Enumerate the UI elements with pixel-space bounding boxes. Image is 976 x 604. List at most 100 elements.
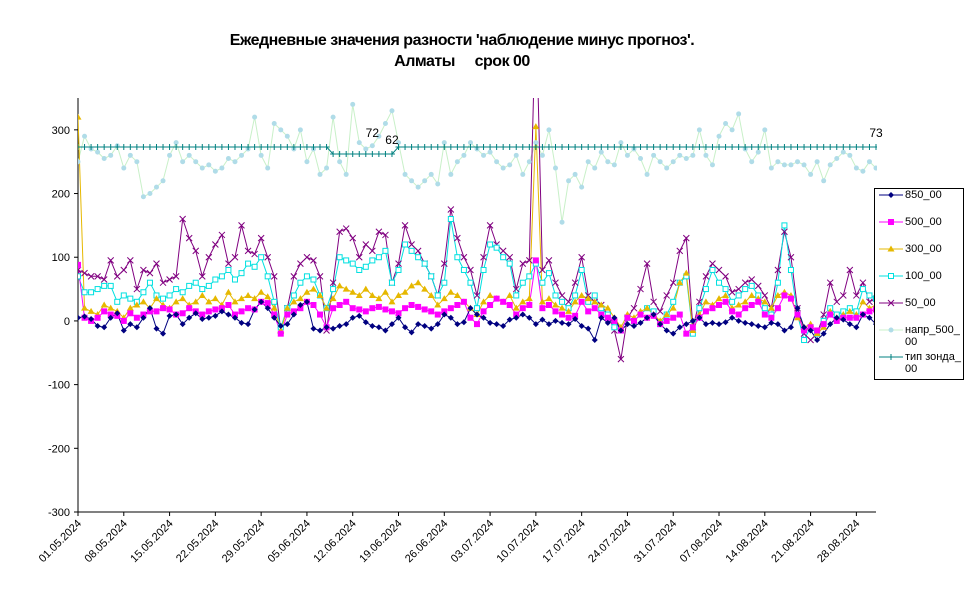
marker xyxy=(284,311,291,318)
marker xyxy=(350,101,356,107)
marker xyxy=(113,272,121,280)
y-tick-label: 300 xyxy=(52,125,70,137)
marker xyxy=(192,247,200,255)
marker xyxy=(507,162,513,168)
marker xyxy=(375,228,383,236)
marker xyxy=(630,144,637,151)
marker xyxy=(888,273,894,279)
marker xyxy=(401,222,409,229)
marker xyxy=(709,260,716,267)
marker xyxy=(487,302,494,308)
marker xyxy=(499,247,507,255)
marker xyxy=(689,317,696,324)
marker xyxy=(427,291,435,298)
marker xyxy=(526,302,533,308)
marker xyxy=(460,266,467,273)
marker xyxy=(742,144,749,151)
marker xyxy=(264,305,271,312)
marker xyxy=(663,292,671,299)
marker xyxy=(578,253,586,261)
marker xyxy=(729,308,736,315)
marker xyxy=(624,144,631,151)
x-tick-label: 29.05.2024 xyxy=(220,518,267,565)
marker xyxy=(591,337,598,344)
marker xyxy=(153,184,159,190)
marker xyxy=(467,305,474,312)
marker xyxy=(767,304,775,311)
marker xyxy=(257,234,265,242)
marker xyxy=(787,266,794,273)
marker xyxy=(134,159,140,165)
marker xyxy=(395,144,402,151)
marker xyxy=(545,321,552,328)
marker xyxy=(585,159,591,165)
marker xyxy=(493,144,500,151)
marker xyxy=(669,304,677,311)
marker xyxy=(277,330,284,337)
marker xyxy=(474,305,480,312)
marker xyxy=(199,311,206,318)
marker xyxy=(663,144,670,151)
marker xyxy=(506,302,513,308)
marker xyxy=(807,327,814,334)
marker xyxy=(761,311,768,318)
marker xyxy=(794,311,801,318)
marker xyxy=(368,291,376,298)
marker xyxy=(742,286,749,293)
marker xyxy=(100,301,108,308)
marker xyxy=(258,144,265,151)
marker xyxy=(532,123,540,130)
marker xyxy=(440,295,448,302)
marker xyxy=(428,273,435,280)
marker xyxy=(388,308,395,315)
marker xyxy=(774,305,781,312)
marker xyxy=(598,314,605,321)
marker xyxy=(846,307,854,314)
marker xyxy=(193,159,199,165)
marker xyxy=(762,127,768,133)
legend-swatch xyxy=(879,192,903,198)
marker xyxy=(349,314,356,321)
marker xyxy=(735,285,742,293)
marker xyxy=(676,279,684,286)
marker xyxy=(336,323,343,330)
marker xyxy=(447,216,454,223)
marker xyxy=(356,312,363,319)
marker xyxy=(768,165,774,171)
marker xyxy=(558,292,566,299)
marker xyxy=(683,156,689,162)
marker xyxy=(114,298,121,305)
legend-swatch xyxy=(879,273,903,279)
marker xyxy=(519,279,526,286)
marker xyxy=(94,323,101,330)
marker xyxy=(218,144,225,151)
marker xyxy=(238,222,245,229)
marker xyxy=(166,144,173,151)
marker xyxy=(585,325,592,332)
marker xyxy=(722,298,729,305)
marker xyxy=(127,295,134,302)
marker xyxy=(133,314,140,321)
marker xyxy=(513,311,520,318)
marker xyxy=(395,291,403,298)
marker xyxy=(225,144,232,151)
marker xyxy=(133,301,141,308)
marker xyxy=(519,144,526,151)
legend-entry: 300_00 xyxy=(875,243,963,270)
marker xyxy=(736,111,742,117)
marker xyxy=(859,144,866,151)
marker xyxy=(323,324,330,331)
marker xyxy=(78,144,81,151)
x-tick-label: 10.07.2024 xyxy=(495,518,542,565)
marker xyxy=(866,144,873,151)
marker xyxy=(409,178,415,184)
marker xyxy=(696,144,703,151)
marker xyxy=(146,279,153,286)
marker xyxy=(258,254,265,261)
marker xyxy=(795,159,801,165)
legend-entry: напр_500_00 xyxy=(875,324,963,351)
marker xyxy=(781,222,788,229)
marker xyxy=(820,330,827,337)
marker xyxy=(336,228,343,236)
